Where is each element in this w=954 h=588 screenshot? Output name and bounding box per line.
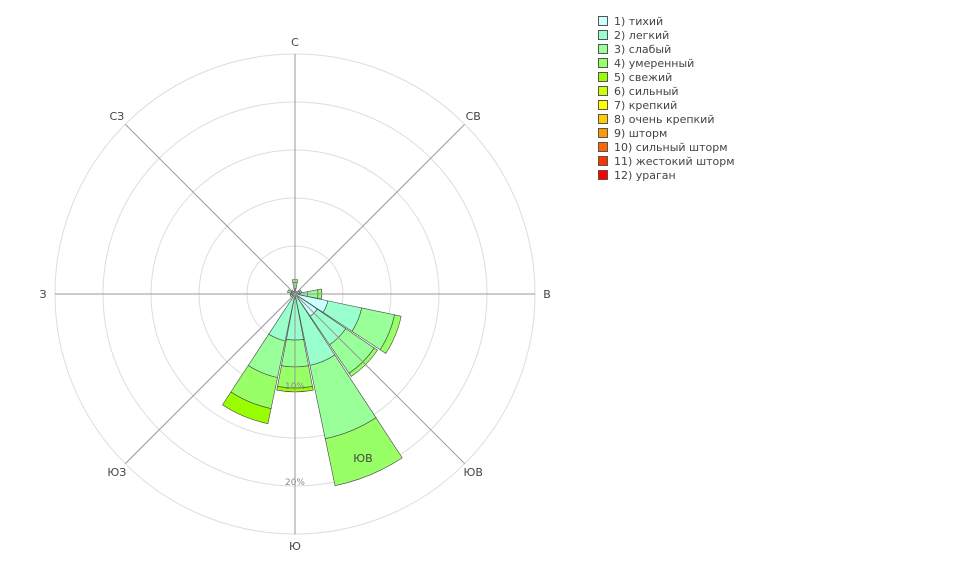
direction-label: З	[39, 288, 46, 301]
direction-label: В	[543, 288, 551, 301]
legend-swatch	[598, 100, 608, 110]
legend-swatch	[598, 30, 608, 40]
wind-bar-292.5-3	[287, 289, 293, 294]
legend-label: 5) свежий	[614, 70, 673, 84]
direction-label: С	[291, 36, 299, 49]
legend-label: 8) очень крепкий	[614, 112, 715, 126]
direction-axes: С СВ В ЮВ Ю ЮЗ З СЗ	[39, 36, 550, 553]
legend-item[interactable]: 5) свежий	[598, 70, 735, 84]
wind-bar-112.5-4	[379, 314, 402, 354]
legend: 1) тихий 2) легкий 3) слабый 4) умеренный 5)…	[598, 14, 735, 182]
axis-line	[294, 293, 466, 465]
legend-swatch	[598, 156, 608, 166]
sector-label: ЮВ	[353, 452, 372, 465]
radial-tick-label: 10%	[285, 382, 305, 392]
legend-swatch	[598, 128, 608, 138]
legend-label: 7) крепкий	[614, 98, 678, 112]
radial-tick-label: 20%	[285, 478, 305, 488]
legend-label: 3) слабый	[614, 42, 672, 56]
legend-label: 1) тихий	[614, 14, 664, 28]
wind-bar-202.5-5	[222, 391, 272, 425]
legend-item[interactable]: 8) очень крепкий	[598, 112, 735, 126]
legend-label: 10) сильный шторм	[614, 140, 728, 154]
direction-label: ЮВ	[463, 466, 482, 479]
legend-item[interactable]: 4) умеренный	[598, 56, 735, 70]
legend-swatch	[598, 170, 608, 180]
direction-label: ЮЗ	[107, 466, 126, 479]
legend-item[interactable]: 9) шторм	[598, 126, 735, 140]
legend-swatch	[598, 72, 608, 82]
legend-swatch	[598, 114, 608, 124]
direction-label: Ю	[289, 540, 301, 553]
legend-item[interactable]: 2) легкий	[598, 28, 735, 42]
legend-item[interactable]: 3) слабый	[598, 42, 735, 56]
legend-label: 4) умеренный	[614, 56, 695, 70]
legend-swatch	[598, 86, 608, 96]
legend-swatch	[598, 44, 608, 54]
wind-bar-157.5-4	[324, 417, 403, 487]
legend-swatch	[598, 58, 608, 68]
legend-label: 12) ураган	[614, 168, 676, 182]
legend-item[interactable]: 11) жестокий шторм	[598, 154, 735, 168]
wind-bar-337.5-3	[293, 290, 295, 293]
legend-swatch	[598, 142, 608, 152]
legend-item[interactable]: 7) крепкий	[598, 98, 735, 112]
legend-label: 6) сильный	[614, 84, 679, 98]
legend-label: 11) жестокий шторм	[614, 154, 735, 168]
legend-item[interactable]: 12) ураган	[598, 168, 735, 182]
direction-label: СЗ	[109, 110, 124, 123]
axis-line	[124, 293, 296, 465]
axis-line	[124, 123, 296, 295]
axis-line	[294, 123, 466, 295]
legend-item[interactable]: 6) сильный	[598, 84, 735, 98]
legend-swatch	[598, 16, 608, 26]
legend-label: 9) шторм	[614, 126, 668, 140]
legend-item[interactable]: 1) тихий	[598, 14, 735, 28]
legend-item[interactable]: 10) сильный шторм	[598, 140, 735, 154]
legend-label: 2) легкий	[614, 28, 670, 42]
direction-label: СВ	[466, 110, 481, 123]
